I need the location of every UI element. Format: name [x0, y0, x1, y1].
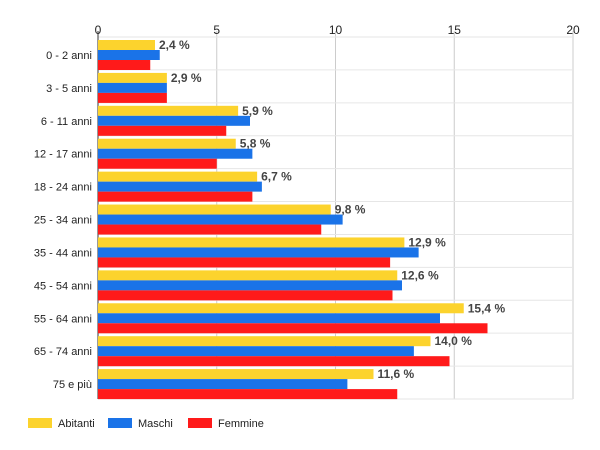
legend-item-maschi[interactable]: Maschi [108, 418, 173, 430]
bar-abitanti-5 [98, 204, 331, 215]
bar-femmine-10 [98, 389, 398, 400]
legend[interactable]: Abitanti Maschi Femmine [28, 418, 264, 430]
category-label-10: 75 e più [53, 379, 92, 391]
data-label-abitanti-6: 12,9 % [408, 235, 446, 249]
bar-femmine-3 [98, 158, 217, 169]
bar-femmine-2 [98, 125, 227, 136]
bar-maschi-0 [98, 50, 160, 60]
data-label-abitanti-9: 14,0 % [435, 334, 473, 348]
category-label-0: 0 - 2 anni [46, 50, 92, 62]
bar-femmine-0 [98, 60, 151, 70]
bar-abitanti-10 [98, 369, 374, 380]
bar-femmine-8 [98, 323, 488, 334]
data-labels: 2,4 % 2,9 % 5,9 % 5,8 % 6,7 % 9,8 % 12,9 % 12,6… [159, 38, 505, 381]
bar-femmine-6 [98, 257, 391, 268]
bar-maschi-6 [98, 247, 419, 258]
legend-item-abitanti[interactable]: Abitanti [28, 418, 95, 430]
category-label-9: 65 - 74 anni [34, 346, 92, 358]
bar-abitanti-4 [98, 171, 258, 182]
x-tick-label-1: 5 [213, 23, 220, 37]
bar-maschi-4 [98, 181, 262, 192]
data-label-abitanti-3: 5,8 % [240, 137, 271, 151]
x-tick-label-3: 15 [448, 23, 462, 37]
bar-maschi-3 [98, 148, 253, 159]
legend-swatch-femmine [188, 418, 212, 428]
category-label-3: 12 - 17 anni [34, 149, 92, 161]
data-label-abitanti-4: 6,7 % [261, 170, 292, 184]
category-label-4: 18 - 24 anni [34, 182, 92, 194]
bar-abitanti-8 [98, 303, 464, 314]
bar-maschi-10 [98, 379, 348, 390]
bar-femmine-1 [98, 92, 167, 103]
x-tick-label-2: 10 [329, 23, 343, 37]
bar-maschi-9 [98, 346, 414, 357]
bar-abitanti-0 [98, 40, 155, 50]
bar-femmine-7 [98, 290, 393, 301]
data-label-abitanti-0: 2,4 % [159, 38, 190, 52]
x-axis-ticks: 0 5 10 15 20 [95, 23, 580, 37]
bar-abitanti-7 [98, 270, 398, 281]
legend-swatch-abitanti [28, 418, 52, 428]
data-label-abitanti-10: 11,6 % [378, 367, 415, 381]
data-label-abitanti-1: 2,9 % [171, 71, 202, 85]
category-label-5: 25 - 34 anni [34, 215, 92, 227]
data-label-abitanti-5: 9,8 % [335, 203, 366, 217]
bar-femmine-4 [98, 191, 253, 202]
bar-maschi-7 [98, 280, 402, 291]
x-tick-label-4: 20 [566, 23, 580, 37]
x-tick-label-0: 0 [95, 23, 102, 37]
bar-maschi-8 [98, 313, 440, 324]
data-label-abitanti-2: 5,9 % [242, 104, 273, 118]
bar-femmine-5 [98, 224, 322, 235]
category-label-1: 3 - 5 anni [46, 83, 92, 95]
bar-femmine-9 [98, 356, 450, 367]
bar-abitanti-2 [98, 105, 239, 116]
bar-maschi-1 [98, 82, 167, 93]
legend-label-maschi: Maschi [138, 418, 173, 430]
bar-abitanti-3 [98, 138, 236, 149]
bar-maschi-5 [98, 214, 343, 225]
legend-swatch-maschi [108, 418, 132, 428]
category-label-8: 55 - 64 anni [34, 313, 92, 325]
category-label-6: 35 - 44 anni [34, 247, 92, 259]
bar-abitanti-9 [98, 336, 431, 347]
bars [98, 40, 488, 400]
legend-label-abitanti: Abitanti [58, 418, 95, 430]
data-label-abitanti-7: 12,6 % [401, 268, 439, 282]
bar-abitanti-6 [98, 237, 405, 248]
legend-label-femmine: Femmine [218, 418, 264, 430]
data-label-abitanti-8: 15,4 % [468, 301, 506, 315]
category-label-7: 45 - 54 anni [34, 280, 92, 292]
category-labels: 0 - 2 anni 3 - 5 anni 6 - 11 anni 12 - 17 a… [34, 50, 92, 391]
category-label-2: 6 - 11 anni [41, 116, 92, 128]
bar-abitanti-1 [98, 72, 167, 83]
legend-item-femmine[interactable]: Femmine [188, 418, 264, 430]
bar-maschi-2 [98, 115, 250, 126]
